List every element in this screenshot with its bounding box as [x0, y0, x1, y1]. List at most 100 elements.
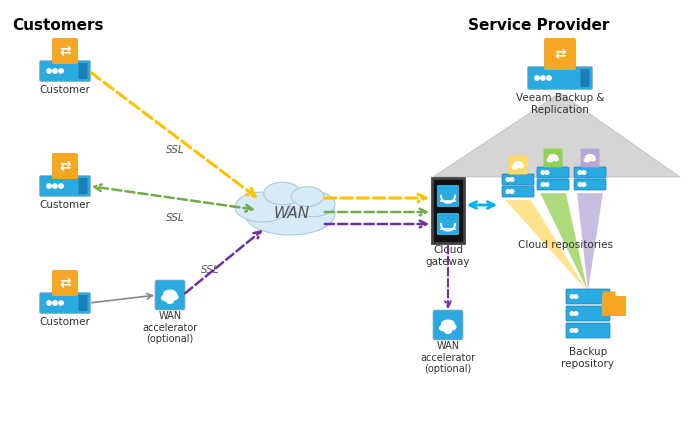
FancyBboxPatch shape — [155, 280, 185, 310]
Ellipse shape — [547, 157, 554, 162]
Ellipse shape — [245, 193, 335, 235]
Ellipse shape — [290, 191, 335, 217]
Ellipse shape — [439, 325, 449, 332]
Polygon shape — [540, 193, 588, 292]
FancyBboxPatch shape — [52, 270, 78, 296]
Polygon shape — [505, 200, 588, 292]
Ellipse shape — [585, 154, 595, 160]
FancyBboxPatch shape — [528, 67, 592, 89]
Ellipse shape — [291, 187, 323, 206]
FancyBboxPatch shape — [78, 295, 88, 311]
FancyBboxPatch shape — [580, 69, 589, 87]
FancyBboxPatch shape — [537, 179, 569, 190]
Ellipse shape — [166, 298, 174, 304]
Ellipse shape — [548, 154, 558, 160]
Circle shape — [570, 312, 574, 315]
Ellipse shape — [447, 324, 456, 330]
FancyBboxPatch shape — [602, 296, 626, 316]
Circle shape — [506, 178, 510, 181]
FancyBboxPatch shape — [574, 179, 606, 190]
Ellipse shape — [441, 319, 455, 328]
Ellipse shape — [512, 165, 519, 170]
Circle shape — [52, 69, 57, 73]
Circle shape — [541, 183, 545, 186]
Text: Cloud
gateway: Cloud gateway — [426, 245, 470, 267]
Circle shape — [541, 76, 545, 80]
Circle shape — [545, 171, 549, 174]
FancyBboxPatch shape — [566, 306, 610, 321]
Polygon shape — [577, 193, 603, 292]
Text: ⇄: ⇄ — [554, 47, 566, 61]
Circle shape — [59, 184, 63, 188]
FancyBboxPatch shape — [508, 155, 528, 175]
Text: ⇄: ⇄ — [60, 159, 71, 173]
Ellipse shape — [169, 293, 178, 300]
Circle shape — [535, 76, 539, 80]
Circle shape — [59, 69, 63, 73]
Circle shape — [582, 183, 586, 186]
FancyBboxPatch shape — [52, 38, 78, 64]
FancyBboxPatch shape — [544, 38, 576, 70]
Ellipse shape — [235, 192, 290, 222]
FancyBboxPatch shape — [537, 167, 569, 178]
Circle shape — [59, 301, 63, 305]
Text: ⇄: ⇄ — [60, 44, 71, 58]
Circle shape — [47, 184, 51, 188]
Text: Backup
repository: Backup repository — [561, 347, 615, 368]
FancyBboxPatch shape — [580, 149, 599, 168]
Text: SSL: SSL — [166, 213, 184, 223]
Ellipse shape — [553, 157, 559, 162]
Circle shape — [570, 329, 574, 332]
FancyBboxPatch shape — [566, 323, 610, 338]
Circle shape — [47, 301, 51, 305]
Ellipse shape — [444, 328, 452, 334]
FancyBboxPatch shape — [502, 174, 534, 185]
Circle shape — [541, 171, 545, 174]
Text: WAN
accelerator
(optional): WAN accelerator (optional) — [142, 311, 197, 344]
Text: Service Provider: Service Provider — [468, 18, 610, 33]
Circle shape — [510, 178, 514, 181]
FancyBboxPatch shape — [78, 178, 88, 194]
Text: Customer: Customer — [40, 85, 90, 95]
FancyBboxPatch shape — [433, 310, 463, 340]
Circle shape — [47, 69, 51, 73]
Text: WAN
accelerator
(optional): WAN accelerator (optional) — [421, 341, 475, 374]
Circle shape — [506, 190, 510, 193]
Circle shape — [545, 183, 549, 186]
Ellipse shape — [161, 295, 171, 301]
Circle shape — [574, 312, 578, 315]
Polygon shape — [433, 93, 680, 177]
FancyBboxPatch shape — [39, 292, 90, 314]
Ellipse shape — [590, 157, 596, 162]
Text: SSL: SSL — [166, 145, 184, 155]
Circle shape — [510, 190, 514, 193]
FancyBboxPatch shape — [432, 178, 464, 243]
Circle shape — [570, 295, 574, 298]
Ellipse shape — [513, 161, 523, 167]
FancyBboxPatch shape — [502, 186, 534, 197]
Circle shape — [52, 301, 57, 305]
FancyBboxPatch shape — [78, 63, 88, 79]
FancyBboxPatch shape — [543, 149, 563, 168]
Circle shape — [52, 184, 57, 188]
Circle shape — [578, 183, 582, 186]
FancyBboxPatch shape — [52, 153, 78, 179]
FancyBboxPatch shape — [437, 185, 459, 207]
Circle shape — [547, 76, 551, 80]
Text: Cloud repositories: Cloud repositories — [517, 240, 612, 250]
Circle shape — [578, 171, 582, 174]
Ellipse shape — [163, 289, 177, 298]
FancyBboxPatch shape — [574, 167, 606, 178]
Text: WAN: WAN — [274, 206, 310, 222]
Text: Customers: Customers — [12, 18, 104, 33]
FancyBboxPatch shape — [437, 213, 459, 235]
Circle shape — [574, 295, 578, 298]
Text: SSL: SSL — [201, 265, 219, 275]
Ellipse shape — [584, 157, 591, 162]
Circle shape — [582, 171, 586, 174]
Ellipse shape — [264, 182, 301, 205]
Ellipse shape — [518, 163, 524, 168]
FancyBboxPatch shape — [603, 292, 615, 298]
Text: Customer: Customer — [40, 317, 90, 327]
Text: Veeam Backup &
Replication: Veeam Backup & Replication — [516, 93, 604, 115]
